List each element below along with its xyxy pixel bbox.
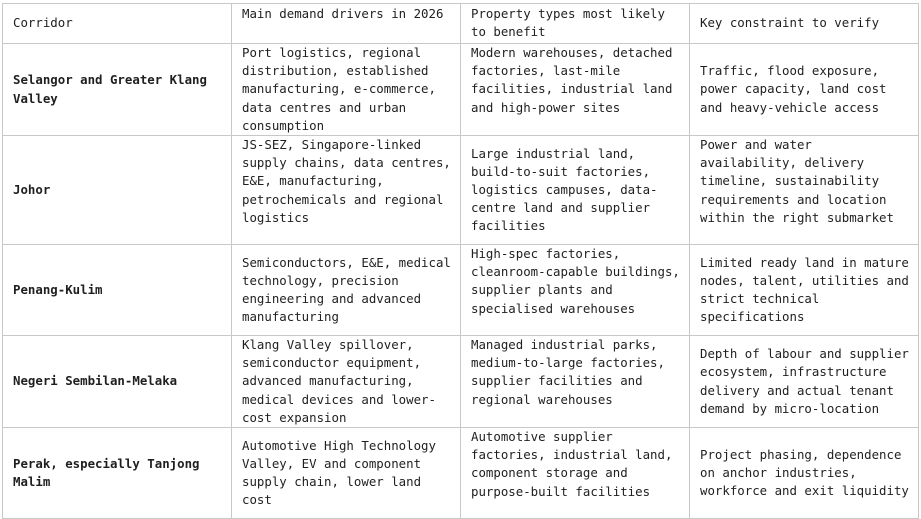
property-types-cell: Automotive supplier factories, industria… [460,427,690,519]
property-types-cell: Managed industrial parks, medium-to-larg… [460,335,690,429]
table-row: Penang-Kulim Semiconductors, E&E, medica… [2,244,919,337]
property-types-cell: Large industrial land, build-to-suit fac… [460,135,690,246]
constraint-cell: Project phasing, dependence on anchor in… [689,427,919,519]
corridor-cell: Penang-Kulim [2,244,232,337]
corridor-table: Corridor Main demand drivers in 2026 Pro… [2,3,919,519]
property-types-cell: High-spec factories, cleanroom-capable b… [460,244,690,337]
drivers-cell: Automotive High Technology Valley, EV an… [231,427,461,519]
table-row: Negeri Sembilan-Melaka Klang Valley spil… [2,335,919,429]
property-types-cell: Modern warehouses, detached factories, l… [460,42,690,137]
constraint-cell: Depth of labour and supplier ecosystem, … [689,335,919,429]
header-property-types: Property types most likely to benefit [460,3,690,44]
constraint-cell: Traffic, flood exposure, power capacity,… [689,42,919,137]
constraint-cell: Limited ready land in mature nodes, tale… [689,244,919,337]
corridor-cell: Negeri Sembilan-Melaka [2,335,232,429]
constraint-cell: Power and water availability, delivery t… [689,135,919,246]
header-key-constraint: Key constraint to verify [689,3,919,44]
header-corridor: Corridor [2,3,232,44]
corridor-cell: Perak, especially Tanjong Malim [2,427,232,519]
corridor-cell: Selangor and Greater Klang Valley [2,42,232,137]
drivers-cell: JS-SEZ, Singapore-linked supply chains, … [231,135,461,246]
header-row: Corridor Main demand drivers in 2026 Pro… [2,3,919,44]
header-demand-drivers: Main demand drivers in 2026 [231,3,461,44]
drivers-cell: Semiconductors, E&E, medical technology,… [231,244,461,337]
corridor-cell: Johor [2,135,232,246]
table-row: Selangor and Greater Klang Valley Port l… [2,42,919,137]
drivers-cell: Klang Valley spillover, semiconductor eq… [231,335,461,429]
table-row: Johor JS-SEZ, Singapore-linked supply ch… [2,135,919,246]
drivers-cell: Port logistics, regional distribution, e… [231,42,461,137]
table-row: Perak, especially Tanjong Malim Automoti… [2,427,919,519]
